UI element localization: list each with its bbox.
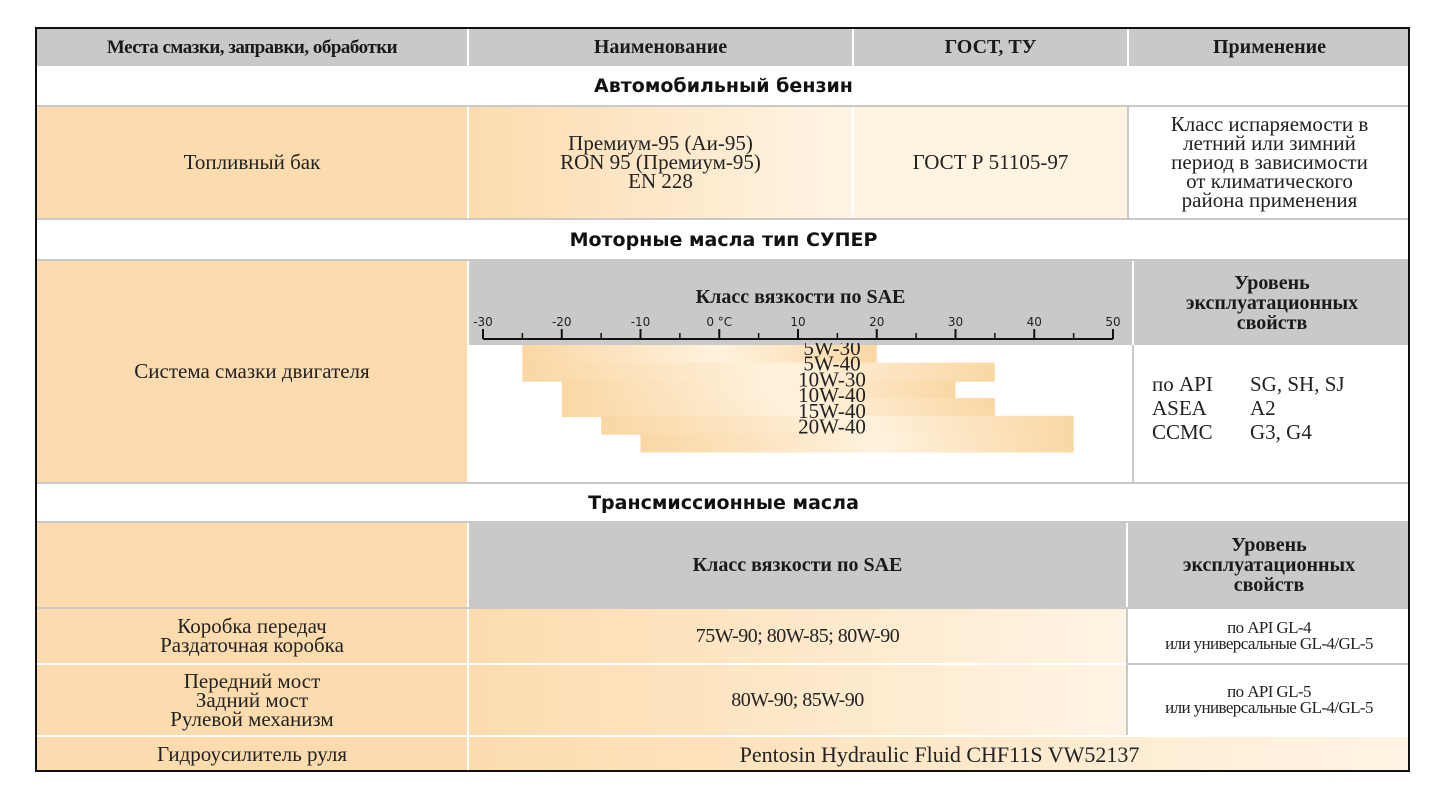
transmission-row1-viscosity: 75W-90; 80W-85; 80W-90 [469, 609, 1126, 663]
gasoline-gost: ГОСТ Р 51105-97 [854, 107, 1127, 218]
scale-label: -20 [552, 315, 572, 329]
std-val-1: SG, SH, SJ [1250, 372, 1345, 396]
motor-viscosity-title: Класс вязкости по SAE [695, 286, 906, 308]
std-val-2: A2 [1250, 396, 1276, 420]
header-application: Применение [1129, 29, 1408, 66]
gasoline-name-2: RON 95 (Премиум-95) [560, 150, 761, 174]
std-val-3: G3, G4 [1250, 420, 1312, 444]
viscosity-bar [522, 345, 877, 364]
power-steering-fluid: Pentosin Hydraulic Fluid CHF11S VW52137 [469, 737, 1408, 770]
scale-label: 20 [869, 315, 884, 329]
transmission-row1-level: по API GL-4 или универсальные GL-4/GL-5 [1128, 609, 1408, 663]
gasoline-name-3: EN 228 [628, 169, 693, 193]
viscosity-bar [561, 398, 995, 418]
row2-level-1: по API GL-5 [1227, 682, 1311, 701]
viscosity-bar [522, 362, 995, 382]
section-transmission: Трансмиссионные масла [37, 484, 1408, 522]
motor-level-3: свойств [1236, 312, 1308, 334]
scale-label: 0 °C [706, 315, 732, 329]
viscosity-bar-label: 15W-40 [798, 399, 866, 423]
motor-viscosity-header: Класс вязкости по SAE [469, 261, 1132, 345]
gasoline-application: Класс испаряемости в летний или зимний п… [1129, 107, 1408, 218]
header-name: Наименование [469, 29, 852, 66]
scale-label: 30 [948, 315, 963, 329]
gasoline-place: Топливный бак [37, 107, 467, 218]
transmission-row2-level: по API GL-5 или универсальные GL-4/GL-5 [1128, 665, 1408, 735]
motor-level-2: эксплуатационных [1185, 292, 1359, 314]
scale-label: 10 [790, 315, 805, 329]
transmission-row2-places: Передний мост Задний мост Рулевой механи… [37, 665, 467, 735]
transmission-row1-places: Коробка передач Раздаточная коробка [37, 609, 467, 663]
transfer-case-label: Раздаточная коробка [160, 633, 344, 657]
viscosity-bar-label: 10W-30 [798, 367, 866, 391]
motor-level-1: Уровень [1234, 272, 1310, 294]
viscosity-bar [640, 433, 1074, 453]
motor-level-header: Уровень эксплуатационных свойств [1134, 261, 1408, 345]
gearbox-label: Коробка передач [177, 614, 327, 638]
gasoline-name-1: Премиум-95 (Аи-95) [568, 131, 753, 155]
header-places: Места смазки, заправки, обработки [37, 29, 467, 66]
section-motor-oil: Моторные масла тип СУПЕР [37, 220, 1408, 260]
row1-level-1: по API GL-4 [1227, 618, 1311, 637]
gasoline-app-1: Класс испаряемости в [1170, 112, 1369, 136]
viscosity-bar-label: 10W-40 [798, 383, 866, 407]
power-steering-place: Гидроусилитель руля [37, 737, 467, 770]
viscosity-bar [601, 415, 1074, 435]
motor-standards [1134, 345, 1408, 482]
gasoline-app-2: летний или зимний [1183, 131, 1356, 155]
scale-label: -10 [631, 315, 651, 329]
transmission-level-2: эксплуатационных [1182, 554, 1356, 576]
scale-label: 50 [1105, 315, 1120, 329]
transmission-level-header: Уровень эксплуатационных свойств [1128, 523, 1408, 607]
gasoline-app-3: период в зависимости [1171, 150, 1368, 174]
std-org-2: ASEA [1152, 396, 1207, 420]
transmission-row2-viscosity: 80W-90; 85W-90 [469, 665, 1126, 735]
viscosity-bar-label: 5W-40 [803, 352, 860, 376]
gasoline-app-4: от климатического [1186, 169, 1353, 193]
transmission-level-1: Уровень [1231, 534, 1307, 556]
header-gost: ГОСТ, ТУ [854, 29, 1127, 66]
row2-level-2: или универсальные GL-4/GL-5 [1165, 698, 1373, 717]
gasoline-app-5: района применения [1181, 188, 1358, 212]
scale-label: -30 [473, 315, 493, 329]
transmission-viscosity-title: Класс вязкости по SAE [692, 554, 903, 576]
std-org-3: CCMC [1152, 420, 1213, 444]
transmission-place-header [37, 523, 467, 607]
transmission-viscosity-header: Класс вязкости по SAE [469, 523, 1126, 607]
temperature-scale: -30 -20 -10 0 °C 10 20 30 40 50 [473, 315, 1121, 340]
std-org-1: по API [1152, 372, 1213, 396]
motor-oil-place: Система смазки двигателя [37, 261, 467, 482]
transmission-level-3: свойств [1233, 574, 1305, 596]
viscosity-bar [561, 380, 956, 400]
steering-gear-label: Рулевой механизм [170, 706, 334, 731]
lubricants-table: Места смазки, заправки, обработки Наимен… [35, 27, 1410, 772]
viscosity-bar-label: 5W-30 [803, 343, 860, 360]
scale-label: 40 [1027, 315, 1042, 329]
gasoline-names: Премиум-95 (Аи-95) RON 95 (Премиум-95) E… [469, 107, 852, 218]
row1-level-2: или универсальные GL-4/GL-5 [1165, 634, 1373, 653]
rear-axle-label: Задний мост [195, 687, 309, 712]
section-gasoline: Автомобильный бензин [37, 66, 1408, 106]
viscosity-bar-label: 20W-40 [798, 415, 866, 439]
front-axle-label: Передний мост [183, 668, 321, 693]
